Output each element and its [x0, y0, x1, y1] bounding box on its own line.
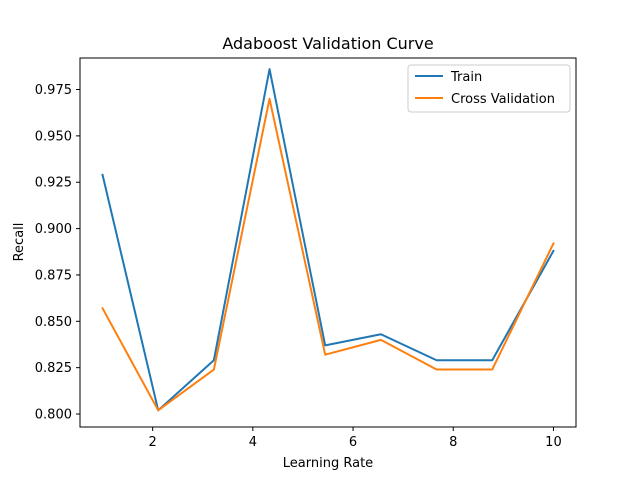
series-line-cross-validation — [101, 97, 555, 412]
plot-frame — [79, 57, 577, 428]
legend-cross-validation-label: Cross Validation — [451, 92, 555, 107]
chart-title: Adaboost Validation Curve — [222, 34, 433, 53]
plot-background — [80, 58, 576, 427]
series-line-train — [101, 68, 555, 412]
y-axis-label: Recall — [12, 223, 27, 262]
y-tick-label: 0.925 — [35, 176, 72, 191]
y-tick-label: 0.850 — [35, 315, 72, 330]
y-tick-label: 0.975 — [35, 83, 72, 98]
plot-area: 2 4 6 8 10 0.800 0.825 0.850 0.875 0.900 0.925 0.95… — [35, 57, 577, 450]
x-tick-label: 8 — [449, 435, 457, 450]
x-axis-label: Learning Rate — [283, 456, 373, 471]
x-tick-label: 4 — [249, 435, 257, 450]
y-tick-label: 0.875 — [35, 268, 72, 283]
legend-train-label: Train — [450, 70, 482, 85]
y-tick-label: 0.825 — [35, 361, 72, 376]
y-tick-label: 0.900 — [35, 222, 72, 237]
y-tick-label: 0.800 — [35, 408, 72, 423]
legend-frame — [407, 64, 571, 113]
y-tick-label: 0.950 — [35, 129, 72, 144]
x-tick-label: 6 — [349, 435, 357, 450]
x-tick-label: 10 — [545, 435, 562, 450]
legend: Train Cross Validation — [407, 64, 571, 113]
x-tick-label: 2 — [149, 435, 157, 450]
